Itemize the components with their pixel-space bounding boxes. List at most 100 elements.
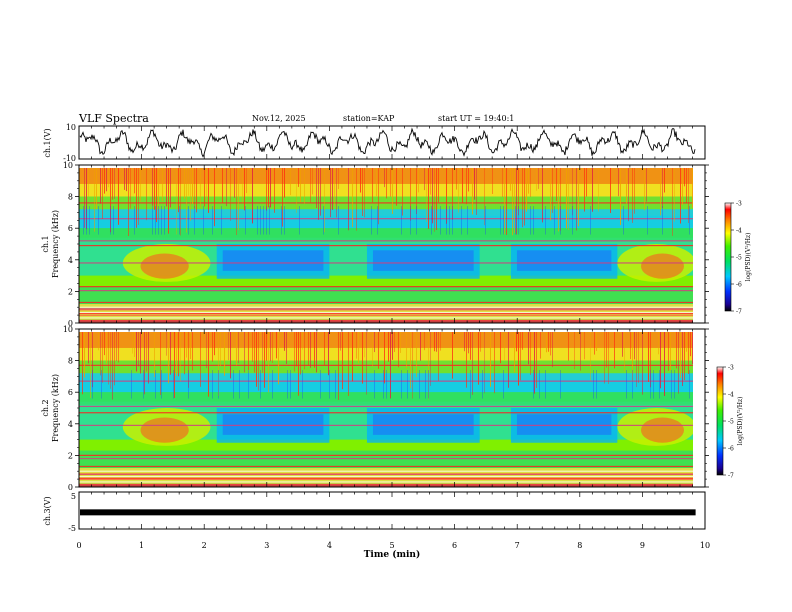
spectrogram-streak: [653, 370, 654, 399]
spectrogram-streak: [212, 332, 213, 362]
spectrogram-streak: [168, 168, 169, 234]
spectrogram-streak: [316, 332, 317, 373]
spectrogram-streak: [430, 332, 431, 386]
spectrogram-streak: [638, 332, 639, 383]
spectrogram-streak: [548, 332, 549, 352]
colorbar-tick-label: -5: [728, 419, 734, 426]
spectrogram-streak: [568, 332, 569, 361]
ch3-waveform-trace: [80, 509, 696, 516]
freq-tick-label: 0: [68, 483, 73, 492]
spectrogram-blob: [372, 414, 474, 435]
spectrogram-streak: [84, 168, 85, 228]
spectrogram-streak: [161, 370, 162, 399]
spectrogram-streak: [680, 168, 681, 224]
spectrogram-streak: [90, 332, 91, 398]
spectrogram-streak: [624, 332, 625, 372]
spectrogram-streak: [176, 168, 177, 235]
spectrogram-streak: [110, 332, 111, 389]
spectrogram-line: [79, 476, 693, 478]
spectrogram-streak: [426, 168, 427, 223]
spectrogram-streak: [689, 206, 690, 235]
spectrogram-streak: [384, 332, 385, 384]
spectrogram-streak: [692, 168, 693, 208]
spectrogram-streak: [134, 332, 135, 357]
spectrogram-blob: [516, 250, 612, 271]
spectrogram-streak: [330, 168, 331, 218]
spectrogram-streak: [203, 206, 204, 235]
spectrogram-streak: [248, 332, 249, 370]
spectrogram-streak: [218, 370, 219, 399]
freq-tick-label: 6: [68, 388, 73, 397]
ch2-spectrogram-image: [79, 329, 696, 487]
ch1-colorbar-ticks: -3 -4 -5 -6 -7: [731, 201, 742, 316]
spectrogram-streak: [130, 168, 131, 209]
spectrogram-streak: [262, 332, 263, 373]
spectrogram-streak: [178, 332, 179, 377]
spectrogram-streak: [424, 332, 425, 351]
spectrogram-streak: [590, 206, 591, 235]
spectrogram-streak: [100, 332, 101, 376]
spectrogram-streak: [272, 332, 273, 363]
spectrogram-streak: [148, 332, 149, 384]
spectrogram-streak: [364, 332, 365, 358]
spectrogram-streak: [428, 168, 429, 229]
spectrogram-streak: [257, 206, 258, 235]
spectrogram-streak: [623, 206, 624, 235]
spectrogram-streak: [407, 370, 408, 399]
spectrogram-streak: [430, 168, 431, 195]
spectrogram-streak: [96, 168, 97, 210]
ch1-colorbar: -3 -4 -5 -6 -7 log(PSD)(V²/Hz): [724, 201, 752, 316]
spectrogram-streak: [342, 332, 343, 390]
spectrogram-streak: [378, 168, 379, 225]
ch1-colorbar-gradient: [724, 202, 732, 312]
freq-tick-label: 10: [63, 325, 73, 334]
spectrogram-streak: [434, 332, 435, 352]
spectrogram-blob: [140, 253, 189, 279]
spectrogram-streak: [83, 206, 84, 235]
spectrogram-streak: [371, 206, 372, 235]
spectrogram-streak: [224, 332, 225, 376]
spectrogram-streak: [263, 206, 264, 235]
spectrogram-streak: [686, 168, 687, 204]
spectrogram-streak: [596, 370, 597, 399]
spectrogram-streak: [260, 206, 261, 235]
spectrogram-streak: [108, 168, 109, 188]
ch2-spectrogram-ylabel-channel: ch.2: [41, 399, 50, 416]
time-tick-label: 4: [327, 541, 332, 550]
spectrogram-streak: [578, 168, 579, 227]
spectrogram-line: [79, 457, 693, 460]
spectrogram-streak: [244, 168, 245, 211]
spectrogram-line: [79, 202, 693, 204]
spectrogram-streak: [467, 206, 468, 235]
spectrogram-streak: [126, 168, 127, 192]
spectrogram-line: [79, 380, 693, 382]
spectrogram-streak: [88, 332, 89, 364]
spectrogram-streak: [106, 332, 107, 364]
spectrogram-streak: [626, 168, 627, 204]
spectrogram-streak: [503, 206, 504, 235]
time-tick-label: 3: [264, 541, 269, 550]
spectrogram-streak: [200, 332, 201, 387]
spectrogram-streak: [366, 332, 367, 395]
spectrogram-streak: [512, 168, 513, 236]
spectrogram-streak: [572, 168, 573, 216]
spectrogram-streak: [214, 332, 215, 356]
spectrogram-streak: [82, 332, 83, 395]
spectrogram-streak: [244, 332, 245, 373]
spectrogram-streak: [574, 332, 575, 370]
spectrogram-streak: [658, 332, 659, 355]
spectrogram-texture: [79, 329, 696, 487]
spectrogram-streak: [518, 168, 519, 216]
spectrogram-streak: [598, 168, 599, 212]
spectrogram-streak: [472, 168, 473, 215]
spectrogram-blob: [640, 417, 685, 443]
spectrogram-streak: [278, 332, 279, 385]
spectrogram-streak: [266, 168, 267, 211]
spectrogram-streak: [504, 332, 505, 361]
spectrogram-streak: [503, 370, 504, 399]
spectrogram-streak: [522, 168, 523, 228]
spectrogram-streak: [112, 332, 113, 400]
spectrogram-streak: [416, 168, 417, 214]
spectrogram-line: [79, 470, 693, 472]
spectrogram-streak: [299, 206, 300, 235]
